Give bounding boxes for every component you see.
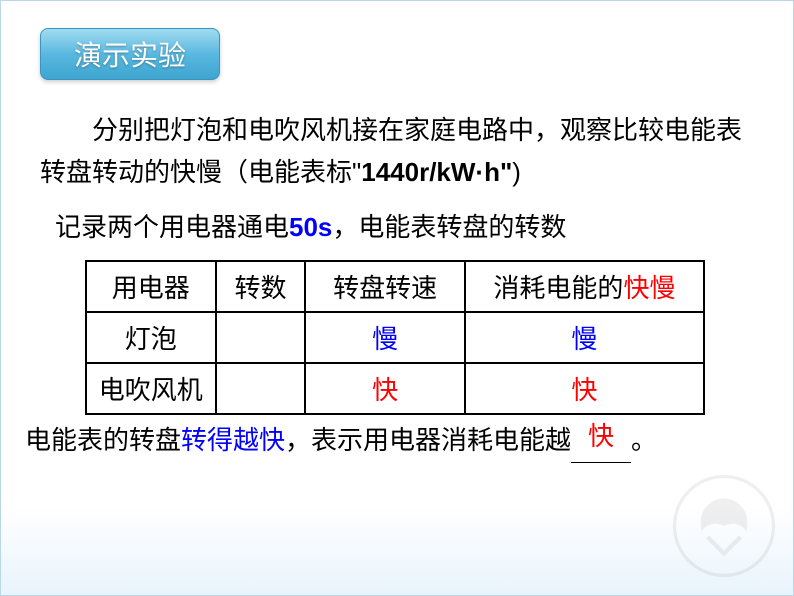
td-dryer: 电吹风机 — [86, 363, 216, 414]
watermark-icon — [669, 471, 779, 581]
th-speed: 转盘转速 — [305, 261, 464, 312]
conclusion-answer: 快 — [588, 421, 614, 451]
p1-bold: 1440r/kW·h" — [361, 157, 512, 187]
p2-text2: ，电能表转盘的转数 — [332, 212, 566, 242]
conclusion-period: 。 — [631, 425, 657, 455]
conclusion-blank: 快 — [571, 420, 631, 463]
header-title: 演示实验 — [74, 34, 186, 74]
data-table: 用电器 转数 转盘转速 消耗电能的快慢 灯泡 慢 慢 电吹风机 快 快 — [85, 260, 705, 415]
table-row: 灯泡 慢 慢 — [86, 312, 704, 363]
conclusion-part2: ，表示用电器消耗电能越 — [285, 425, 571, 455]
td-bulb-consumption: 慢 — [465, 312, 704, 363]
paragraph-1: 分别把灯泡和电吹风机接在家庭电路中，观察比较电能表转盘转动的快慢（电能表标"14… — [40, 110, 754, 193]
th-count: 转数 — [216, 261, 306, 312]
td-dryer-count — [216, 363, 306, 414]
table-header-row: 用电器 转数 转盘转速 消耗电能的快慢 — [86, 261, 704, 312]
th-c4-red: 快慢 — [623, 273, 675, 303]
td-bulb: 灯泡 — [86, 312, 216, 363]
p2-text1: 记录两个用电器通电 — [55, 212, 289, 242]
th-consumption: 消耗电能的快慢 — [465, 261, 704, 312]
paragraph-2: 记录两个用电器通电50s，电能表转盘的转数 — [55, 207, 754, 249]
th-device: 用电器 — [86, 261, 216, 312]
conclusion-part1: 电能表的转盘 — [25, 425, 181, 455]
td-dryer-consumption: 快 — [465, 363, 704, 414]
p2-blue: 50s — [289, 212, 332, 242]
p1-end: ) — [512, 157, 521, 187]
conclusion: 电能表的转盘转得越快，表示用电器消耗电能越快。 — [25, 420, 754, 463]
td-dryer-speed: 快 — [305, 363, 464, 414]
header-box: 演示实验 — [40, 28, 220, 80]
td-bulb-count — [216, 312, 306, 363]
table-row: 电吹风机 快 快 — [86, 363, 704, 414]
td-bulb-speed: 慢 — [305, 312, 464, 363]
th-c4-text: 消耗电能的 — [493, 273, 623, 303]
conclusion-blue: 转得越快 — [181, 425, 285, 455]
